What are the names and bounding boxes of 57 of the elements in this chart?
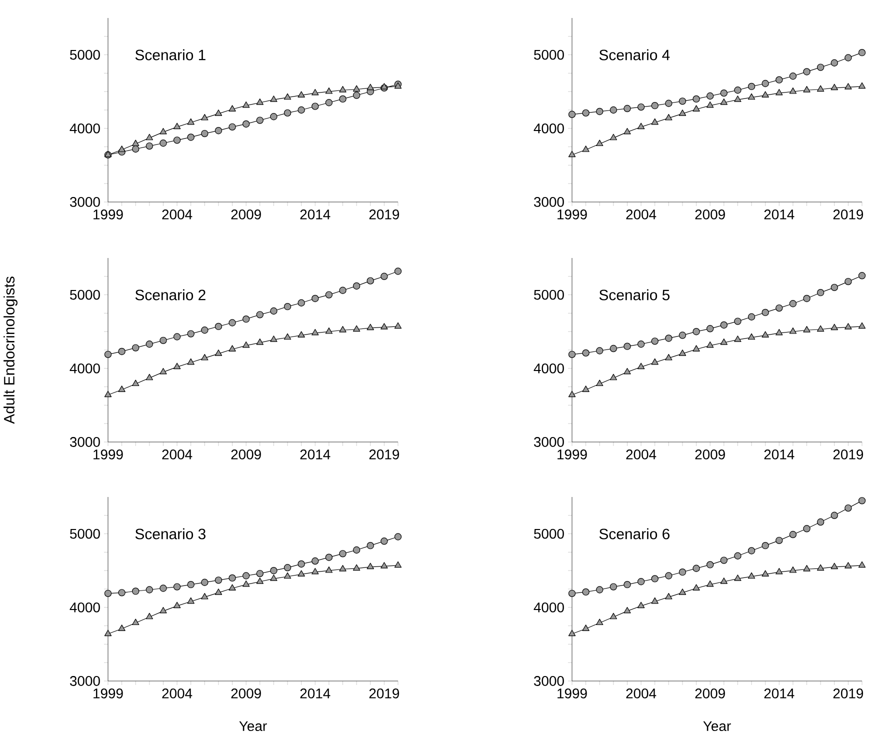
y-tick-label: 5000	[534, 290, 564, 300]
x-tick-label: 1999	[94, 210, 123, 220]
y-tick-label: 5000	[534, 50, 564, 60]
x-tick-label: 2009	[695, 450, 725, 460]
x-tick-label: 1999	[94, 450, 123, 460]
y-tick-label: 4000	[70, 602, 100, 612]
text: Scenario 1	[135, 49, 206, 60]
x-tick-label: 2014	[764, 210, 794, 220]
x-tick-label: 2014	[300, 688, 330, 698]
text: Scenario 3	[135, 528, 206, 540]
x-tick-label: 2004	[626, 450, 656, 460]
y-tick-label: 4000	[534, 602, 564, 612]
text: Scenario 2	[135, 289, 206, 300]
x-tick-label: 1999	[94, 688, 123, 698]
x-tick-label: 1999	[558, 450, 587, 460]
x-tick-label: 2009	[231, 450, 261, 460]
text: Scenario 4	[599, 49, 670, 60]
x-tick-label: 2019	[833, 210, 864, 220]
y-tick-label: 4000	[70, 363, 100, 374]
x-tick-label: 2004	[162, 450, 192, 460]
x-tick-label: 2009	[231, 210, 261, 220]
y-tick-label: 4000	[70, 123, 100, 134]
y-tick-label: 5000	[70, 290, 100, 300]
x-tick-label: 2014	[764, 688, 794, 698]
y-tick-label: 3000	[70, 437, 100, 447]
text: Scenario 5	[599, 289, 670, 300]
x-axis-title: Year	[703, 721, 731, 732]
y-tick-label: 3000	[534, 437, 564, 447]
x-tick-label: 2004	[162, 688, 192, 698]
x-tick-label: 2019	[833, 450, 864, 460]
y-tick-label: 5000	[70, 528, 100, 539]
x-axis-title: Year	[239, 721, 267, 732]
y-axis-title: Adult Endocrinologists	[4, 276, 18, 424]
x-tick-label: 1999	[558, 688, 587, 698]
y-tick-label: 5000	[534, 528, 564, 539]
x-tick-label: 2004	[626, 210, 656, 220]
x-tick-label: 2014	[764, 450, 794, 460]
x-tick-label: 2019	[369, 688, 400, 698]
y-tick-label: 3000	[70, 676, 100, 686]
text: Scenario 6	[599, 528, 670, 540]
x-tick-label: 2009	[231, 688, 261, 698]
y-tick-label: 4000	[534, 123, 564, 134]
x-tick-label: 2009	[695, 688, 725, 698]
x-tick-label: 2019	[833, 688, 864, 698]
y-tick-label: 4000	[534, 363, 564, 374]
y-tick-label: 3000	[534, 197, 564, 207]
x-tick-label: 2004	[626, 688, 656, 698]
x-tick-label: 2019	[369, 210, 400, 220]
y-tick-label: 5000	[70, 50, 100, 60]
y-tick-label: 3000	[534, 676, 564, 686]
x-tick-label: 2014	[300, 450, 330, 460]
x-tick-label: 2004	[162, 210, 192, 220]
x-tick-label: 2009	[695, 210, 725, 220]
x-tick-label: 2014	[300, 210, 330, 220]
x-tick-label: 2019	[369, 450, 400, 460]
y-tick-label: 3000	[70, 197, 100, 207]
x-tick-label: 1999	[558, 210, 587, 220]
